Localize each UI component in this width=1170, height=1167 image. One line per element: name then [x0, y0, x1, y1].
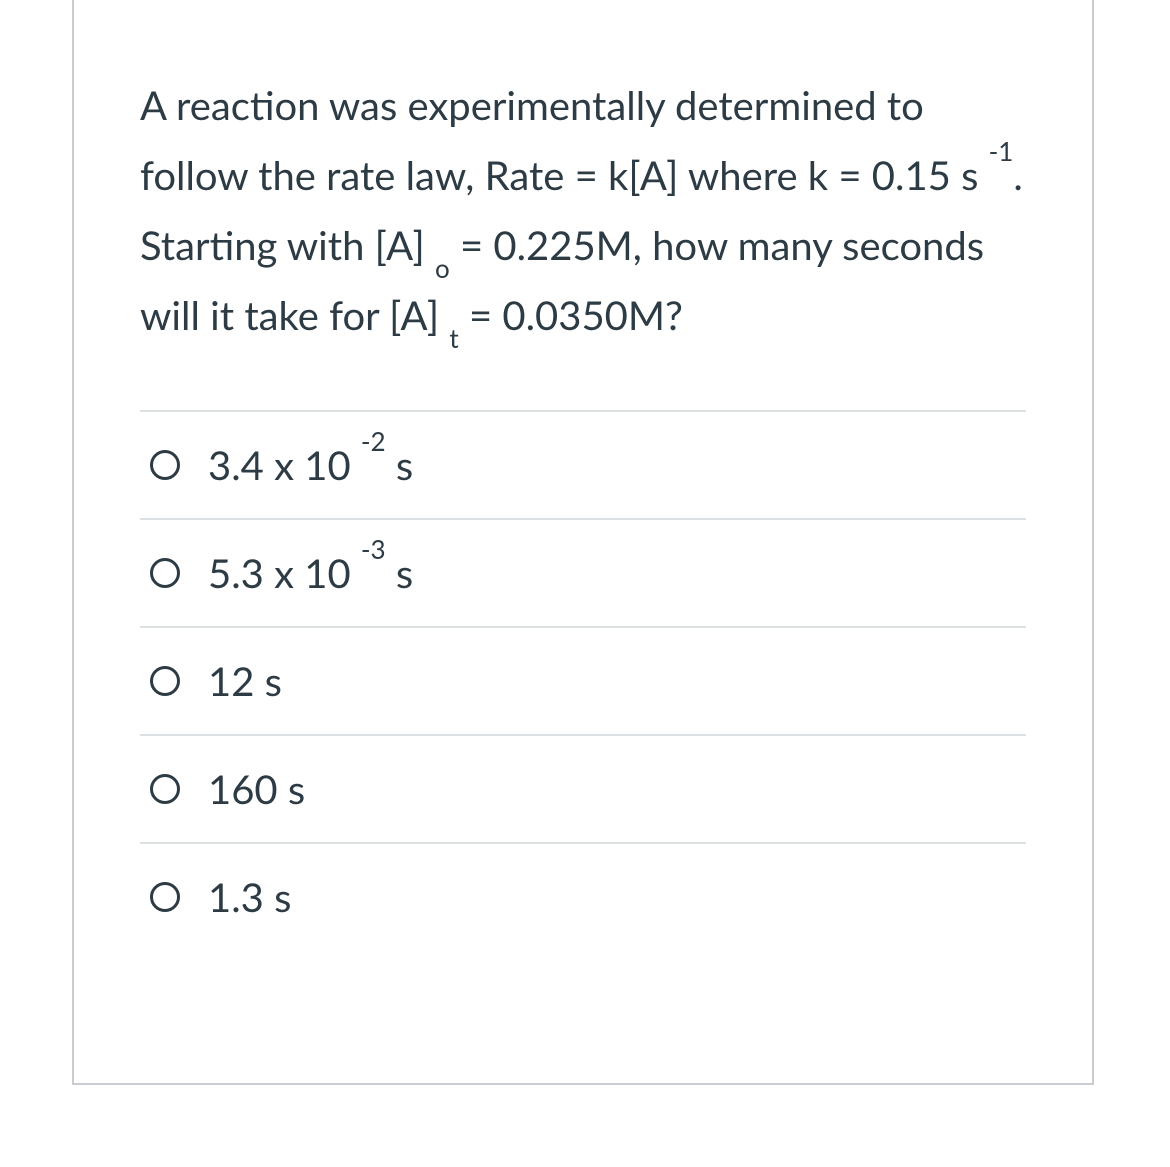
option-label: 12 s	[208, 657, 282, 705]
option-row[interactable]: 5.3 x 10 -3 s	[140, 518, 1026, 626]
question-sup: -1	[989, 135, 1014, 167]
radio-icon[interactable]	[150, 774, 180, 804]
option-text: 160 s	[208, 765, 305, 813]
option-row[interactable]: 3.4 x 10 -2 s	[140, 410, 1026, 518]
question-card: A reaction was experimentally determined…	[72, 0, 1094, 1085]
option-label: 3.4 x 10 -2 s	[208, 441, 413, 489]
radio-icon[interactable]	[150, 450, 180, 480]
radio-icon[interactable]	[150, 882, 180, 912]
option-text: s	[386, 441, 414, 489]
option-label: 5.3 x 10 -3 s	[208, 549, 413, 597]
options-list: 3.4 x 10 -2 s 5.3 x 10 -3 s 12 s 160 s 1	[140, 410, 1026, 950]
radio-icon[interactable]	[150, 558, 180, 588]
option-row[interactable]: 160 s	[140, 734, 1026, 842]
option-label: 1.3 s	[208, 873, 291, 921]
question-sub: t	[449, 322, 458, 354]
option-row[interactable]: 1.3 s	[140, 842, 1026, 950]
question-part: A reaction was experimentally determined…	[140, 81, 989, 199]
option-text: 12 s	[208, 657, 282, 705]
option-text: 5.3 x 10	[208, 549, 361, 597]
question-sub: o	[435, 252, 450, 284]
option-text: 1.3 s	[208, 873, 291, 921]
option-sup: -2	[361, 425, 386, 457]
option-row[interactable]: 12 s	[140, 626, 1026, 734]
option-text: s	[386, 549, 414, 597]
option-sup: -3	[361, 533, 386, 565]
question-text: A reaction was experimentally determined…	[140, 70, 1026, 350]
option-text: 3.4 x 10	[208, 441, 361, 489]
option-label: 160 s	[208, 765, 305, 813]
question-part: = 0.0350M?	[459, 291, 683, 339]
radio-icon[interactable]	[150, 666, 180, 696]
